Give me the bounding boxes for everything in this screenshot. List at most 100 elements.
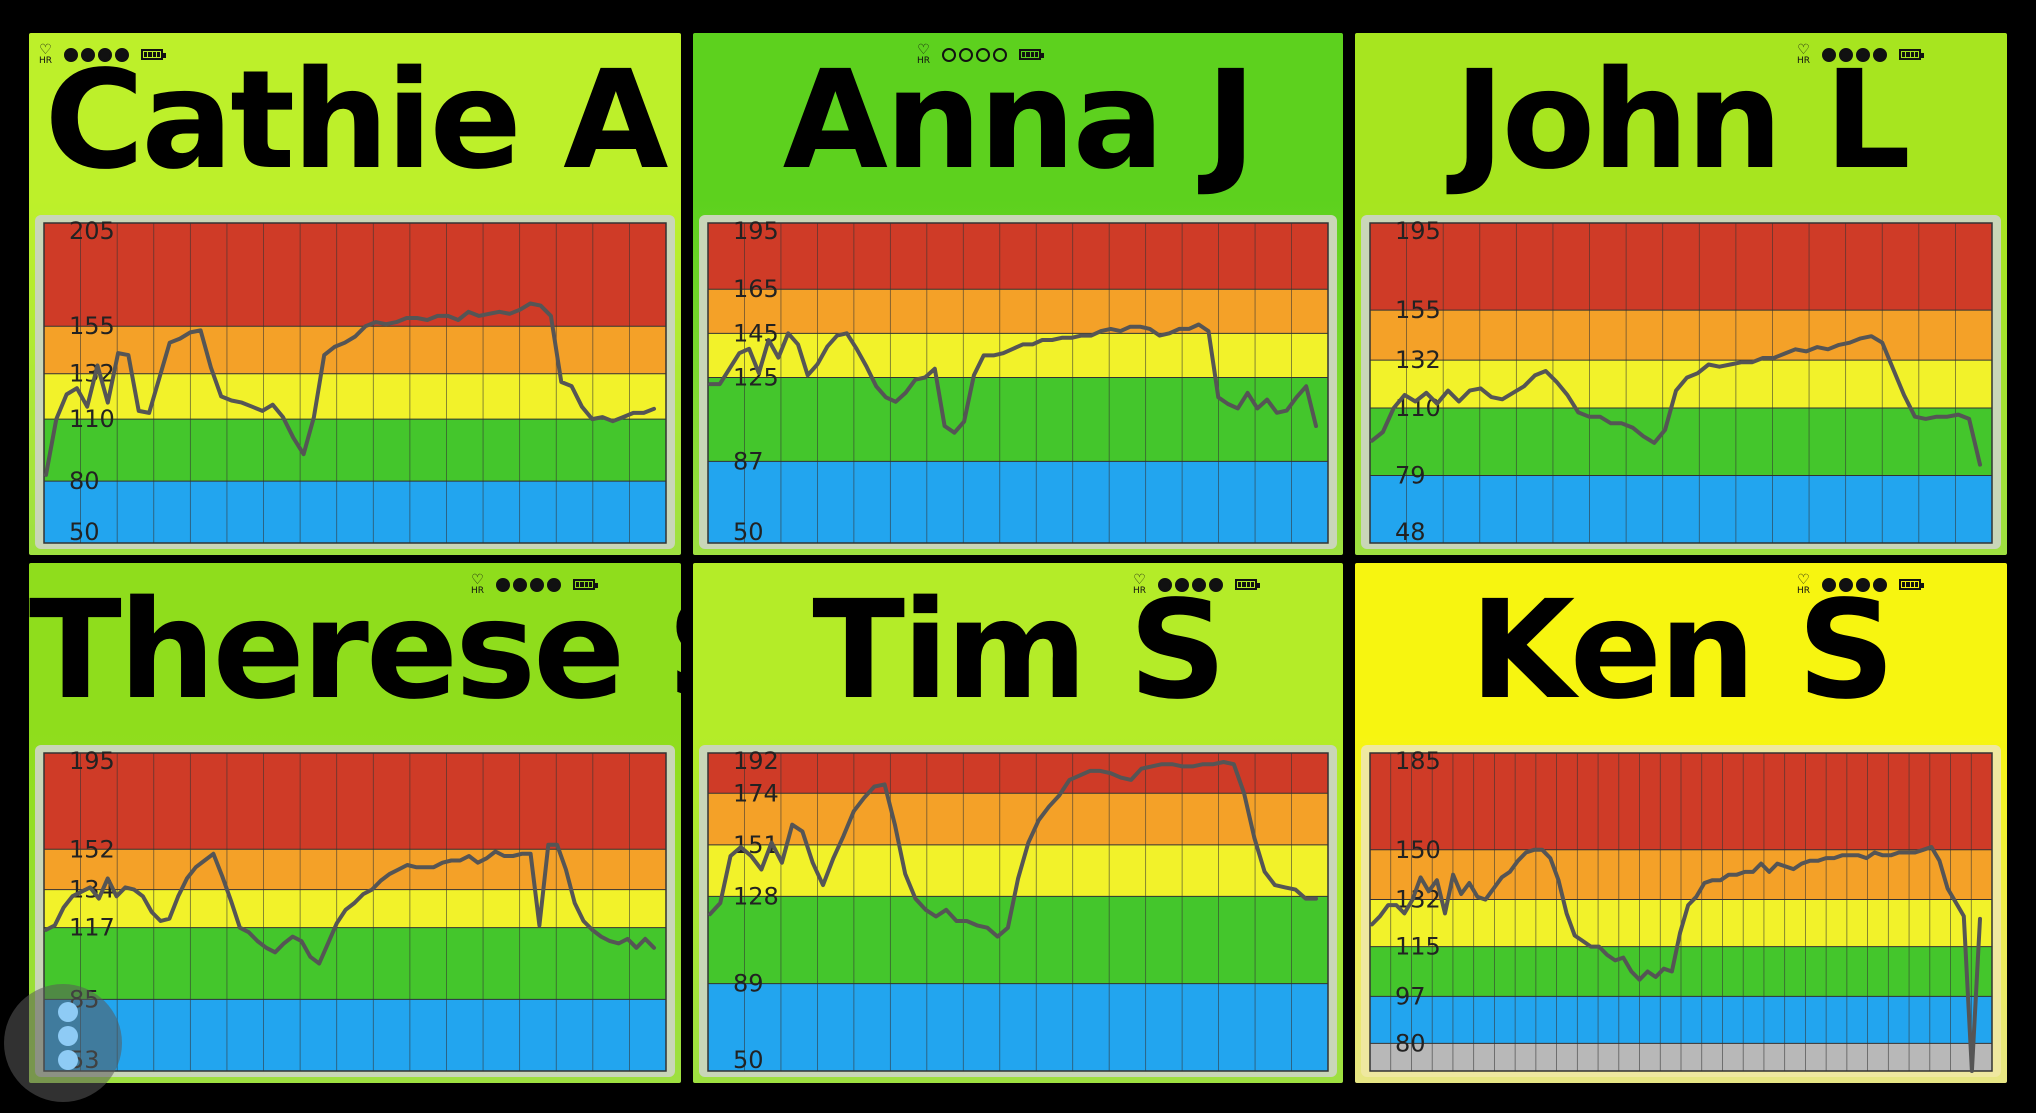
hr-indicator: ♡ HR [1797, 572, 1811, 596]
zone-band-orange [44, 849, 666, 890]
signal-dots [496, 577, 562, 592]
participant-name: Cathie A [44, 42, 669, 200]
battery-icon [1899, 49, 1925, 60]
y-tick-label: 128 [733, 882, 779, 910]
zone-band-green [708, 896, 1328, 984]
chart-frame [707, 752, 1329, 1072]
heart-outline-icon: ♡ [471, 572, 484, 588]
signal-dot-icon [81, 47, 96, 62]
panel-john-l[interactable]: ♡ HR John L 195 155 132 110 79 48 [1355, 33, 2007, 555]
signal-dots [1822, 577, 1888, 592]
y-tick-label: 115 [1395, 933, 1441, 961]
y-tick-label: 132 [1395, 346, 1441, 374]
participant-name: Anna J [782, 42, 1257, 200]
y-tick-label: 195 [1395, 217, 1441, 245]
zone-band-red [708, 223, 1328, 290]
signal-dot-icon [547, 577, 562, 592]
signal-dot-icon [1839, 47, 1854, 62]
chart-frame [707, 222, 1329, 544]
hr-indicator: ♡ HR [1133, 572, 1147, 596]
battery-icon [1899, 579, 1925, 590]
chart-frame [1369, 222, 1993, 544]
y-tick-label: 50 [733, 518, 764, 546]
signal-dot-icon [530, 577, 545, 592]
y-tick-label: 192 [733, 747, 779, 775]
panel-cathie-a[interactable]: ♡ HR Cathie A 205 155 132 110 80 50 [29, 33, 681, 555]
signal-dot-icon [1822, 47, 1837, 62]
chart-frame [43, 752, 667, 1072]
y-tick-label: 87 [733, 447, 764, 475]
panel-tim-s[interactable]: ♡ HR Tim S 192 174 151 128 89 50 [693, 563, 1343, 1083]
heart-rate-line [44, 842, 656, 966]
y-tick-label: 50 [69, 518, 100, 546]
zone-band-red [44, 223, 666, 327]
y-tick-label: 89 [733, 970, 764, 998]
y-tick-label: 110 [69, 405, 115, 433]
y-tick-label: 117 [69, 914, 115, 942]
battery-icon [573, 579, 599, 590]
menu-dot-icon [58, 1002, 78, 1022]
zone-band-orange [708, 289, 1328, 334]
panel-ken-s[interactable]: ♡ HR Ken S 185 150 132 115 97 80 [1355, 563, 2007, 1083]
signal-dots [942, 47, 1008, 62]
heart-rate-line [708, 322, 1318, 435]
heart-rate-line [44, 301, 656, 477]
zone-band-green [44, 927, 666, 1000]
zone-band-green [708, 377, 1328, 462]
signal-dot-icon [496, 577, 511, 592]
battery-icon [1019, 49, 1045, 60]
heart-rate-chart: 195 155 132 110 79 48 [1361, 215, 2001, 549]
zone-band-blue [44, 999, 666, 1071]
participant-name: Therese S [29, 572, 681, 730]
heart-rate-chart: 1951521341178553 [35, 745, 675, 1077]
heart-rate-chart: 192 174 151 128 89 50 [699, 745, 1337, 1077]
zone-band-blue [708, 983, 1328, 1071]
hr-indicator: ♡ HR [1797, 42, 1811, 66]
hr-indicator: ♡ HR [471, 572, 485, 596]
signal-dot-icon [98, 47, 113, 62]
zone-band-red [708, 753, 1328, 794]
status-bar: ♡ HR [917, 42, 1045, 66]
chart-frame [43, 222, 667, 544]
status-bar: ♡ HR [1797, 572, 1925, 596]
signal-dot-icon [976, 47, 991, 62]
signal-dot-icon [1856, 577, 1871, 592]
heart-outline-icon: ♡ [917, 42, 930, 58]
y-tick-label: 165 [733, 275, 779, 303]
y-tick-label: 174 [733, 779, 779, 807]
signal-dot-icon [1839, 577, 1854, 592]
y-tick-label: 155 [69, 312, 115, 340]
hr-indicator: ♡ HR [39, 42, 53, 66]
zone-band-blue [1370, 475, 1992, 543]
panel-anna-j[interactable]: ♡ HR Anna J 195 165 145 125 87 50 [693, 33, 1343, 555]
signal-dot-icon [1175, 577, 1190, 592]
hr-indicator: ♡ HR [917, 42, 931, 66]
heart-outline-icon: ♡ [1797, 572, 1810, 588]
signal-dot-icon [1158, 577, 1173, 592]
signal-dot-icon [942, 47, 957, 62]
floating-menu-button[interactable] [4, 984, 122, 1102]
signal-dot-icon [1873, 47, 1888, 62]
status-bar: ♡ HR [471, 572, 599, 596]
participant-name: Tim S [812, 572, 1226, 730]
chart-frame [1369, 752, 1993, 1072]
signal-dots [1158, 577, 1224, 592]
y-tick-label: 80 [1395, 1029, 1426, 1057]
panel-therese-s[interactable]: ♡HR Therese S 1951521341178553 [29, 563, 681, 1083]
y-tick-label: 205 [69, 217, 115, 245]
signal-dot-icon [959, 47, 974, 62]
y-tick-label: 185 [1395, 747, 1441, 775]
signal-dot-icon [64, 47, 79, 62]
participant-name: John L [1454, 42, 1911, 200]
signal-dots [64, 47, 130, 62]
signal-dots [1822, 47, 1888, 62]
signal-dot-icon [115, 47, 130, 62]
y-tick-label: 97 [1395, 982, 1426, 1010]
y-tick-label: 195 [733, 217, 779, 245]
heart-outline-icon: ♡ [39, 42, 52, 58]
y-tick-label: 79 [1395, 462, 1426, 490]
